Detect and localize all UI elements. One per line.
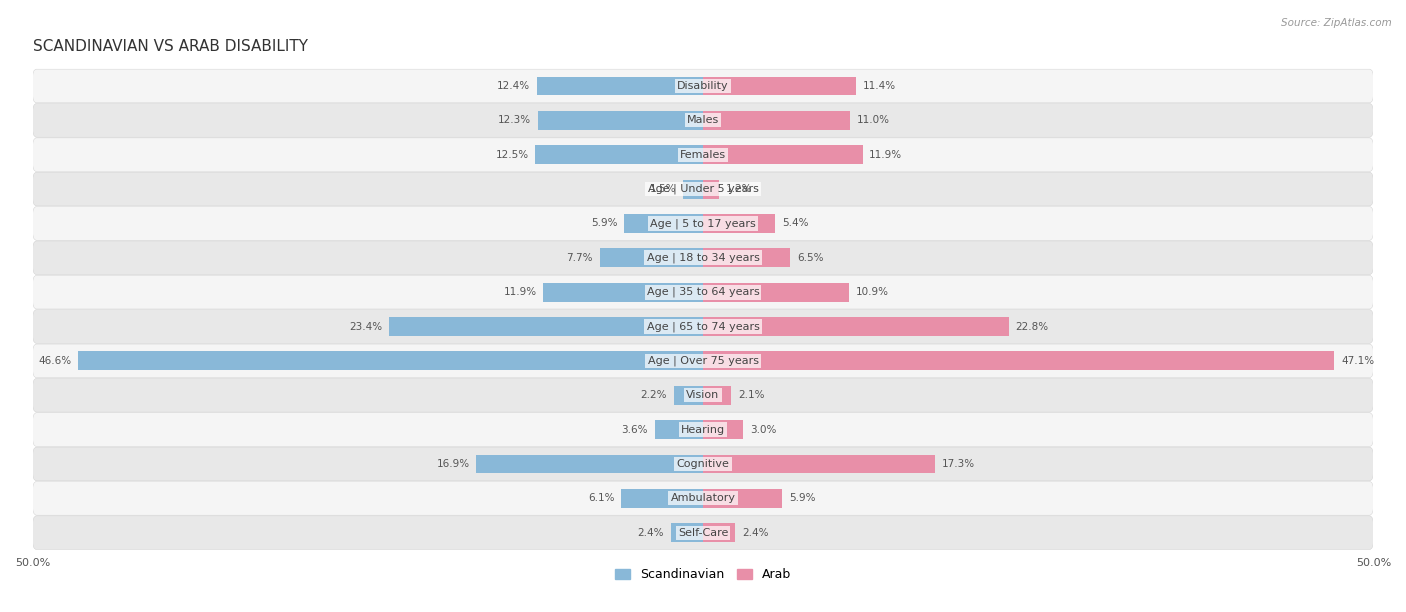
FancyBboxPatch shape [32, 103, 1374, 137]
Text: 1.5%: 1.5% [650, 184, 676, 194]
Text: 3.6%: 3.6% [621, 425, 648, 435]
Text: 11.0%: 11.0% [858, 115, 890, 125]
Bar [477, 455, 703, 474]
FancyBboxPatch shape [32, 138, 1374, 171]
Text: 12.5%: 12.5% [495, 150, 529, 160]
Text: 46.6%: 46.6% [38, 356, 72, 366]
Bar [703, 455, 935, 474]
Bar [703, 248, 790, 267]
Text: 5.9%: 5.9% [789, 493, 815, 503]
Bar [538, 111, 703, 130]
Bar [389, 317, 703, 336]
Text: Vision: Vision [686, 390, 720, 400]
Bar [79, 351, 703, 370]
Text: SCANDINAVIAN VS ARAB DISABILITY: SCANDINAVIAN VS ARAB DISABILITY [32, 40, 308, 54]
FancyBboxPatch shape [32, 310, 1374, 343]
FancyBboxPatch shape [32, 447, 1374, 481]
Bar [624, 214, 703, 233]
Bar [703, 420, 744, 439]
Text: 1.2%: 1.2% [725, 184, 752, 194]
Text: Age | 5 to 17 years: Age | 5 to 17 years [650, 218, 756, 229]
Text: Self-Care: Self-Care [678, 528, 728, 538]
FancyBboxPatch shape [32, 69, 1374, 103]
Bar [621, 489, 703, 508]
Text: 16.9%: 16.9% [437, 459, 470, 469]
Bar [703, 523, 735, 542]
Bar [703, 76, 856, 95]
Bar [673, 386, 703, 405]
Bar [703, 283, 849, 302]
Text: Hearing: Hearing [681, 425, 725, 435]
Bar [544, 283, 703, 302]
Bar [600, 248, 703, 267]
Bar [683, 180, 703, 198]
Text: Cognitive: Cognitive [676, 459, 730, 469]
FancyBboxPatch shape [32, 344, 1374, 378]
Text: 11.9%: 11.9% [503, 287, 537, 297]
Bar [536, 145, 703, 164]
Text: 6.5%: 6.5% [797, 253, 824, 263]
Text: Source: ZipAtlas.com: Source: ZipAtlas.com [1281, 18, 1392, 28]
Bar [671, 523, 703, 542]
Text: Age | 35 to 64 years: Age | 35 to 64 years [647, 287, 759, 297]
Bar [703, 317, 1008, 336]
Text: 12.4%: 12.4% [496, 81, 530, 91]
Text: Ambulatory: Ambulatory [671, 493, 735, 503]
Text: 11.4%: 11.4% [862, 81, 896, 91]
Legend: Scandinavian, Arab: Scandinavian, Arab [610, 563, 796, 586]
FancyBboxPatch shape [32, 241, 1374, 275]
Text: 23.4%: 23.4% [350, 321, 382, 332]
FancyBboxPatch shape [32, 275, 1374, 309]
Text: 5.9%: 5.9% [591, 218, 617, 228]
Bar [703, 214, 775, 233]
Text: 22.8%: 22.8% [1015, 321, 1049, 332]
FancyBboxPatch shape [32, 482, 1374, 515]
FancyBboxPatch shape [32, 207, 1374, 241]
Text: 12.3%: 12.3% [498, 115, 531, 125]
Text: 2.4%: 2.4% [742, 528, 769, 538]
Text: 3.0%: 3.0% [749, 425, 776, 435]
FancyBboxPatch shape [32, 172, 1374, 206]
FancyBboxPatch shape [32, 412, 1374, 446]
Bar [703, 351, 1334, 370]
Text: Females: Females [681, 150, 725, 160]
Text: 17.3%: 17.3% [942, 459, 974, 469]
Bar [703, 386, 731, 405]
Text: 6.1%: 6.1% [588, 493, 614, 503]
Bar [703, 180, 718, 198]
Text: Age | Under 5 years: Age | Under 5 years [648, 184, 758, 195]
Text: Males: Males [688, 115, 718, 125]
Text: 47.1%: 47.1% [1341, 356, 1374, 366]
Text: 2.1%: 2.1% [738, 390, 765, 400]
Text: Age | 18 to 34 years: Age | 18 to 34 years [647, 253, 759, 263]
Bar [537, 76, 703, 95]
Text: 5.4%: 5.4% [782, 218, 808, 228]
Text: 10.9%: 10.9% [856, 287, 889, 297]
FancyBboxPatch shape [32, 378, 1374, 412]
Bar [703, 111, 851, 130]
Bar [655, 420, 703, 439]
Text: Age | 65 to 74 years: Age | 65 to 74 years [647, 321, 759, 332]
Text: 11.9%: 11.9% [869, 150, 903, 160]
Bar [703, 489, 782, 508]
Text: 2.4%: 2.4% [637, 528, 664, 538]
Text: Age | Over 75 years: Age | Over 75 years [648, 356, 758, 366]
Bar [703, 145, 862, 164]
FancyBboxPatch shape [32, 516, 1374, 550]
Text: 7.7%: 7.7% [567, 253, 593, 263]
Text: 2.2%: 2.2% [640, 390, 666, 400]
Text: Disability: Disability [678, 81, 728, 91]
